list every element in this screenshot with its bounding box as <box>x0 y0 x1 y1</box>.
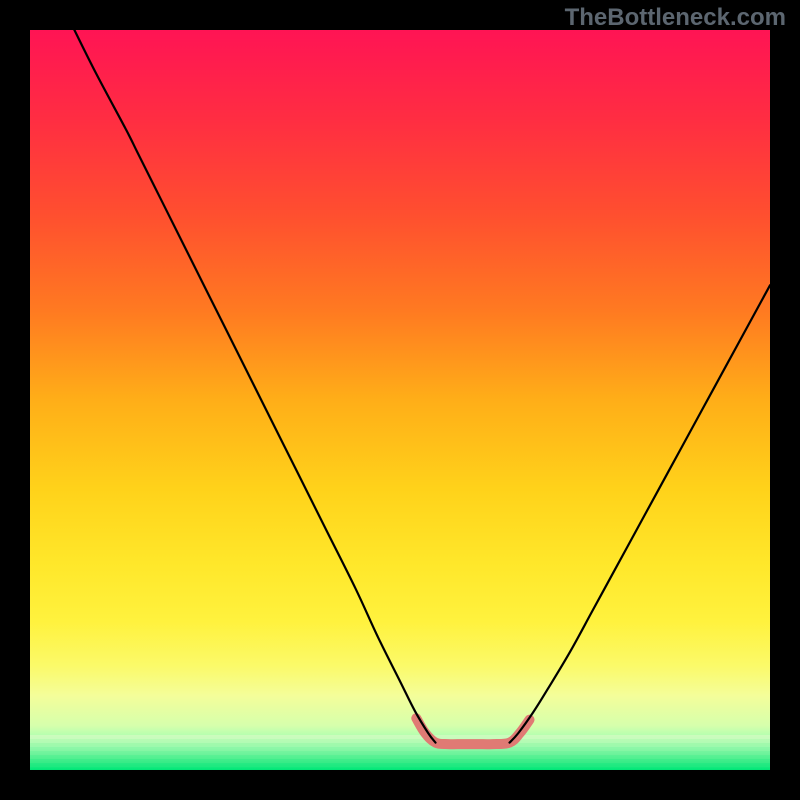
curve-right-path <box>510 285 770 742</box>
curve-left-path <box>74 30 435 743</box>
chart-container: TheBottleneck.com <box>0 0 800 800</box>
watermark-text: TheBottleneck.com <box>565 4 786 32</box>
plot-area <box>30 30 770 770</box>
curve-svg <box>30 30 770 770</box>
